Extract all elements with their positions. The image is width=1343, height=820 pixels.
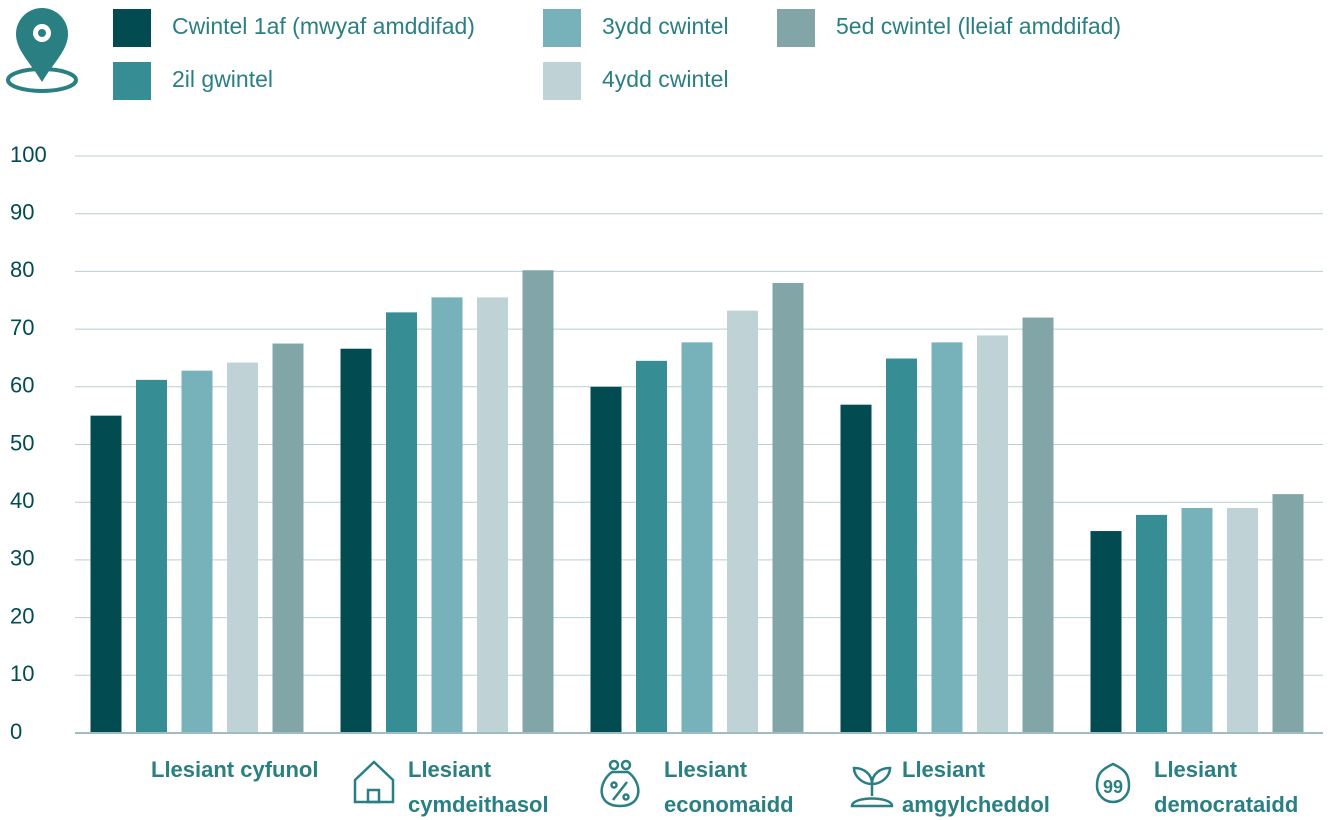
x-tick-label: Llesiant democrataidd: [1154, 757, 1299, 817]
bar: [340, 348, 372, 733]
bar: [1181, 507, 1213, 733]
legend-swatch: [113, 9, 151, 47]
y-tick-label: 40: [10, 488, 34, 513]
bar: [727, 310, 758, 733]
y-tick-label: 20: [10, 603, 34, 628]
svg-text:99: 99: [1103, 777, 1123, 797]
legend-label: 3ydd cwintel: [602, 13, 729, 39]
bar: [636, 360, 667, 733]
y-tick-label: 90: [10, 200, 34, 225]
legend-label: 5ed cwintel (lleiaf amddifad): [836, 13, 1121, 39]
bar: [1272, 494, 1304, 733]
speech-icon: 99: [1095, 762, 1131, 804]
bar: [681, 342, 713, 733]
legend-label: 2il gwintel: [172, 66, 273, 92]
y-tick-label: 0: [10, 719, 22, 744]
bar: [386, 312, 417, 733]
bar: [1090, 531, 1122, 733]
bar: [1022, 317, 1054, 733]
bar: [272, 343, 304, 733]
x-tick-label: Llesiant cyfunol: [151, 757, 319, 782]
y-tick-label: 50: [10, 430, 34, 455]
bar: [136, 379, 167, 733]
bar: [181, 370, 213, 733]
bar: [522, 270, 554, 733]
x-tick-label: Llesiant economaidd: [664, 757, 794, 817]
legend-swatch: [113, 62, 151, 100]
legend-label: Cwintel 1af (mwyaf amddifad): [172, 13, 475, 39]
bar: [590, 386, 622, 733]
bar: [90, 415, 122, 733]
bar: [840, 404, 872, 733]
plant-icon: [850, 766, 894, 808]
x-tick-label: Llesiant cymdeithasol: [408, 757, 549, 817]
y-tick-label: 10: [10, 661, 34, 686]
bar: [886, 358, 917, 733]
bar: [431, 297, 463, 733]
bar: [227, 362, 258, 733]
bar: [931, 342, 963, 733]
legend-swatch: [543, 62, 581, 100]
location-icon: [6, 8, 78, 93]
bar: [1227, 507, 1258, 733]
y-tick-label: 100: [10, 142, 47, 167]
y-tick-label: 80: [10, 257, 34, 282]
y-tick-label: 60: [10, 373, 34, 398]
money-icon: [600, 759, 640, 808]
legend-swatch: [543, 9, 581, 47]
legend-swatch: [777, 9, 815, 47]
bar: [977, 335, 1008, 733]
bar: [772, 282, 804, 733]
x-tick-label: Llesiant amgylcheddol: [902, 757, 1050, 817]
bar: [477, 297, 508, 733]
bar: [1136, 514, 1167, 733]
y-tick-label: 30: [10, 546, 34, 571]
legend-label: 4ydd cwintel: [602, 66, 729, 92]
house-icon: [353, 760, 395, 804]
y-tick-label: 70: [10, 315, 34, 340]
